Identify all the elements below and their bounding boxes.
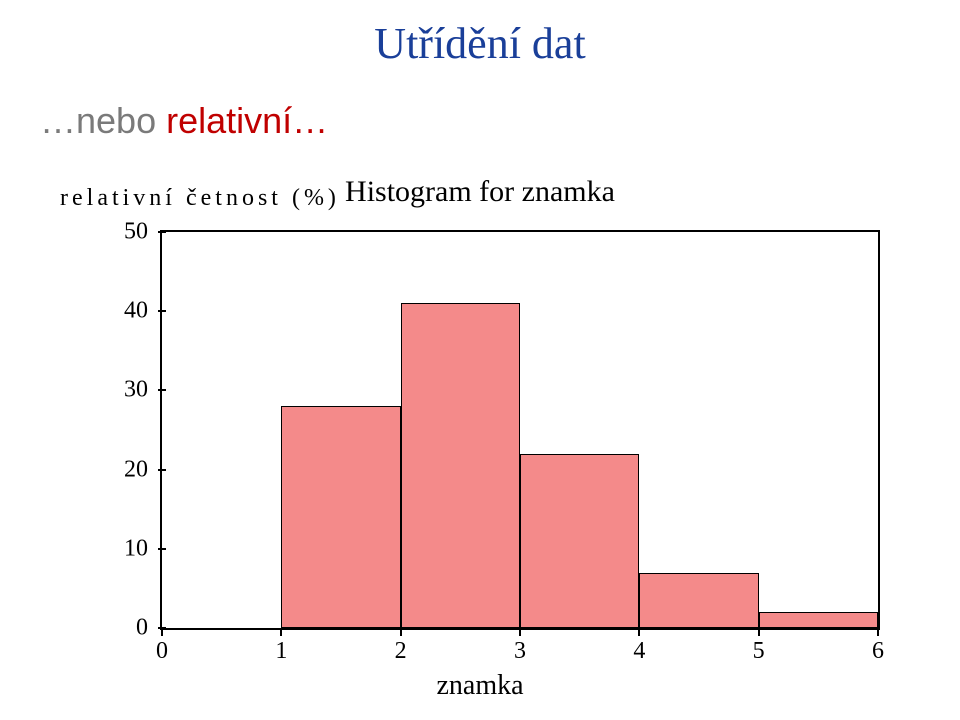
histogram-bar [520, 454, 639, 628]
x-tick-label: 3 [514, 638, 526, 665]
x-tick-label: 4 [633, 638, 645, 665]
x-tick-label: 1 [275, 638, 287, 665]
x-tick [280, 628, 282, 636]
page-title: Utřídění dat [0, 18, 960, 69]
y-tick-label: 40 [108, 298, 148, 325]
y-tick-label: 0 [108, 615, 148, 642]
y-tick [158, 231, 166, 233]
histogram-bar [401, 303, 520, 628]
histogram-bar [759, 612, 878, 628]
x-tick-label: 5 [753, 638, 765, 665]
y-tick [158, 548, 166, 550]
x-tick [161, 628, 163, 636]
subtitle: …nebo relativní… [40, 100, 328, 142]
chart-title: Histogram for znamka [0, 175, 960, 209]
histogram-bar [281, 406, 400, 628]
x-tick [877, 628, 879, 636]
x-tick-label: 0 [156, 638, 168, 665]
x-tick [519, 628, 521, 636]
x-tick [758, 628, 760, 636]
y-tick-label: 50 [108, 219, 148, 246]
subtitle-grey: …nebo [40, 100, 166, 141]
y-tick [158, 469, 166, 471]
histogram-bar [639, 573, 758, 628]
subtitle-red: relativní… [166, 100, 328, 141]
y-tick [158, 310, 166, 312]
plot-area [160, 230, 880, 630]
y-tick-label: 20 [108, 456, 148, 483]
y-tick [158, 389, 166, 391]
y-tick-label: 30 [108, 377, 148, 404]
x-tick [400, 628, 402, 636]
y-tick-label: 10 [108, 535, 148, 562]
x-tick-label: 6 [872, 638, 884, 665]
x-axis-label: znamka [0, 670, 960, 702]
x-tick [638, 628, 640, 636]
x-tick-label: 2 [395, 638, 407, 665]
